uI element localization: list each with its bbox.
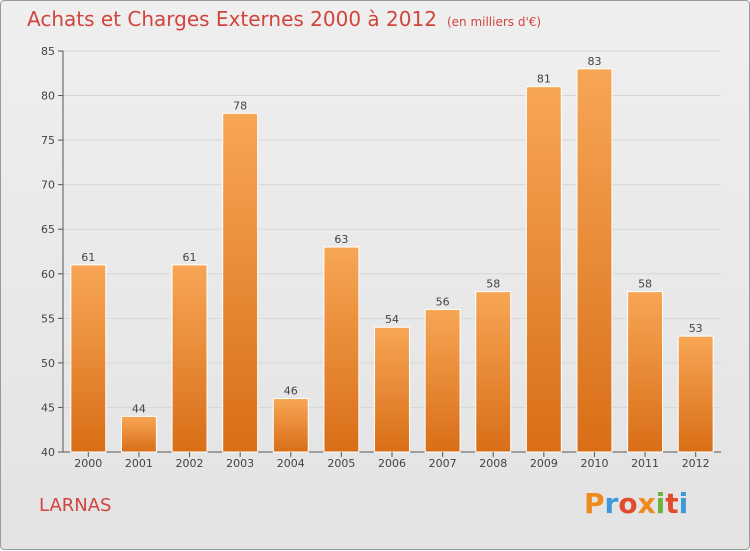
data-label: 63	[334, 233, 348, 246]
logo-letter: r	[604, 487, 619, 520]
bar-2012[interactable]	[677, 335, 714, 453]
data-label: 53	[689, 322, 703, 335]
data-label: 54	[385, 313, 399, 326]
x-tick-label: 2000	[74, 457, 102, 470]
bar-2010[interactable]	[576, 68, 613, 453]
x-tick-label: 2001	[125, 457, 153, 470]
bar-2011[interactable]	[627, 291, 664, 453]
x-tick-label: 2006	[378, 457, 406, 470]
bar-2008[interactable]	[475, 291, 512, 453]
x-tick-label: 2008	[479, 457, 507, 470]
x-tick-label: 2005	[327, 457, 355, 470]
data-label: 58	[638, 278, 652, 291]
y-tick-label: 55	[41, 312, 55, 325]
chart-subtitle: (en milliers d'€)	[446, 15, 542, 29]
logo-letter: P	[584, 487, 605, 520]
data-label: 58	[486, 278, 500, 291]
x-tick-label: 2011	[631, 457, 659, 470]
x-tick-label: 2002	[176, 457, 204, 470]
y-tick-label: 65	[41, 223, 55, 236]
x-tick-label: 2007	[429, 457, 457, 470]
x-tick-label: 2003	[226, 457, 254, 470]
commune-name: LARNAS	[39, 495, 112, 516]
x-tick-label: 2009	[530, 457, 558, 470]
y-tick-label: 80	[41, 90, 55, 103]
y-tick-label: 45	[41, 401, 55, 414]
bar-2001[interactable]	[120, 415, 157, 453]
y-tick-label: 75	[41, 134, 55, 147]
bar-2009[interactable]	[525, 86, 562, 453]
bar-2005[interactable]	[323, 246, 360, 453]
data-label: 61	[183, 251, 197, 264]
y-tick-label: 40	[41, 446, 55, 459]
data-label: 78	[233, 99, 247, 112]
bar-2004[interactable]	[272, 398, 309, 453]
chart-title-text: Achats et Charges Externes 2000 à 2012	[27, 7, 437, 31]
chart-title: Achats et Charges Externes 2000 à 2012 (e…	[27, 7, 541, 31]
bar-2006[interactable]	[374, 326, 410, 453]
logo-letter: x	[637, 487, 656, 520]
bar-2002[interactable]	[171, 264, 208, 453]
x-tick-label: 2010	[580, 457, 608, 470]
proxiti-logo[interactable]: Proxiti	[584, 487, 688, 520]
data-label: 61	[81, 251, 95, 264]
x-tick-label: 2012	[682, 457, 710, 470]
logo-letter: t	[665, 487, 679, 520]
y-tick-label: 85	[41, 45, 55, 58]
data-label: 44	[132, 402, 146, 415]
logo-letter: i	[655, 487, 666, 520]
data-label: 81	[537, 73, 551, 86]
logo-letter: i	[678, 487, 689, 520]
y-tick-label: 50	[41, 357, 55, 370]
y-tick-label: 60	[41, 268, 55, 281]
bar-2003[interactable]	[222, 112, 259, 453]
bar-2007[interactable]	[424, 308, 461, 453]
data-label: 83	[587, 55, 601, 68]
data-label: 56	[436, 295, 450, 308]
x-tick-label: 2004	[277, 457, 305, 470]
bar-2000[interactable]	[70, 264, 107, 453]
logo-letter: o	[618, 487, 638, 520]
y-tick-label: 70	[41, 179, 55, 192]
data-label: 46	[284, 385, 298, 398]
